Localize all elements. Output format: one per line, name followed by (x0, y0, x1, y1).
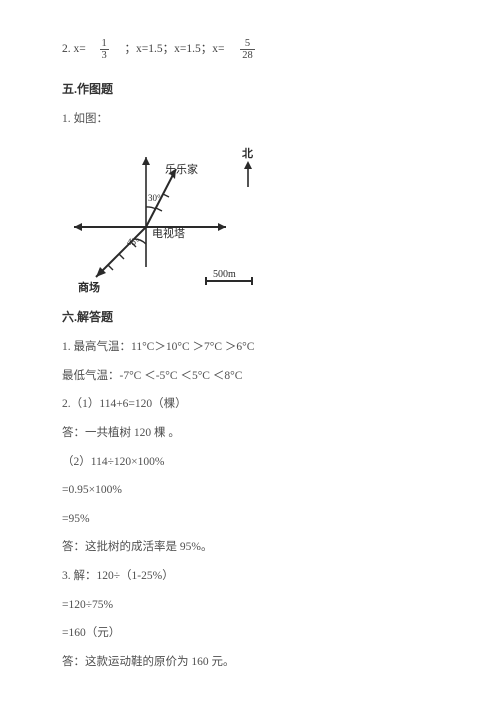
section-5-title: 五.作图题 (62, 81, 440, 98)
fraction-5-28: 5 28 (240, 38, 255, 61)
s6-l7: =95% (62, 511, 440, 527)
s6-l5: （2）114÷120×100% (62, 454, 440, 470)
s6-l12: 答：这款运动鞋的原价为 160 元。 (62, 654, 440, 670)
s6-l10: =120÷75% (62, 597, 440, 613)
fraction-1-3: 1 3 (100, 38, 109, 61)
compass-diagram: 乐乐家 北 电视塔 商场 30° 45° 500m (56, 139, 266, 299)
label-lele: 乐乐家 (165, 162, 198, 176)
s6-l8: 答：这批树的成活率是 95%。 (62, 539, 440, 555)
section-6-title: 六.解答题 (62, 309, 440, 326)
s6-l4: 答：一共植树 120 棵 。 (62, 425, 440, 441)
s6-l1: 1. 最高气温：11°C＞10°C ＞7°C ＞6°C (62, 339, 440, 355)
s6-l2: 最低气温：-7°C ＜-5°C ＜5°C ＜8°C (62, 368, 440, 384)
label-45: 45° (127, 237, 140, 247)
text: ；x=1.5；x=1.5；x= (125, 43, 225, 55)
label-30: 30° (148, 193, 161, 203)
s6-l11: =160（元） (62, 625, 440, 641)
label-north: 北 (242, 146, 253, 160)
answer-line-2: 2. x= 1 3 ；x=1.5；x=1.5；x= 5 28 (62, 38, 440, 61)
text: 2. x= (62, 43, 86, 55)
label-scale: 500m (213, 269, 236, 280)
s6-l3: 2.（1）114+6=120（棵） (62, 396, 440, 412)
label-mall: 商场 (78, 280, 100, 294)
label-tower: 电视塔 (152, 226, 185, 240)
q5-1: 1. 如图： (62, 111, 440, 127)
s6-l6: =0.95×100% (62, 482, 440, 498)
s6-l9: 3. 解：120÷（1-25%） (62, 568, 440, 584)
